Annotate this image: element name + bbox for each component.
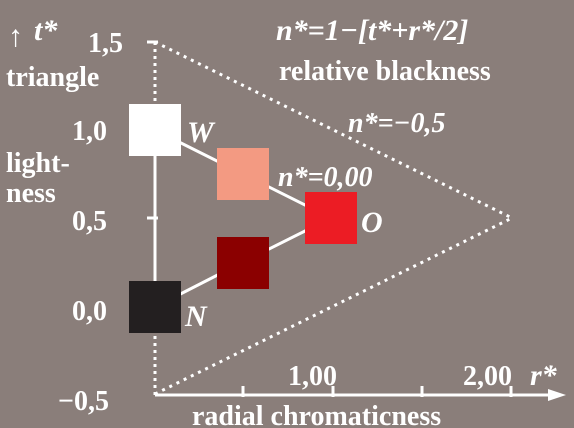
orange-red-square [305,192,357,244]
x-tick-label-200: 2,00 [463,361,512,392]
o-label: O [361,206,383,239]
triangle-bottom-edge [154,216,513,396]
y-tick-label-15: 1,5 [88,28,123,59]
x-axis-label: radial chromaticness [192,401,441,428]
y-tick-label-00: 0,0 [72,296,107,327]
light-red-square [217,148,269,200]
n-label: N [184,300,208,333]
x-tick-label-100: 1,00 [288,361,337,392]
lightness-label-2: ness [6,178,56,209]
r-axis-arrowhead [548,389,566,401]
dark-red-square [217,237,269,289]
black-square [129,281,181,333]
white-square [129,104,181,156]
triangle-label: triangle [6,62,99,93]
t-axis-arrow: ↑ [8,20,23,53]
subtitle: relative blackness [279,56,491,87]
formula-title: n*=1−[t*+r*/2] [276,14,468,47]
y-tick-label-05: 0,5 [72,206,107,237]
w-label: W [187,116,216,149]
r-axis-symbol: r* [530,359,558,392]
y-tick-label-10: 1,0 [72,116,107,147]
t-axis-symbol: t* [34,14,58,47]
n-neg-label: n*=−0,5 [348,108,446,139]
y-tick-label-neg05: −0,5 [58,386,109,417]
n-zero-label: n*=0,00 [278,162,373,193]
lightness-label-1: light- [6,148,70,179]
triangle-top-edge [154,40,513,220]
